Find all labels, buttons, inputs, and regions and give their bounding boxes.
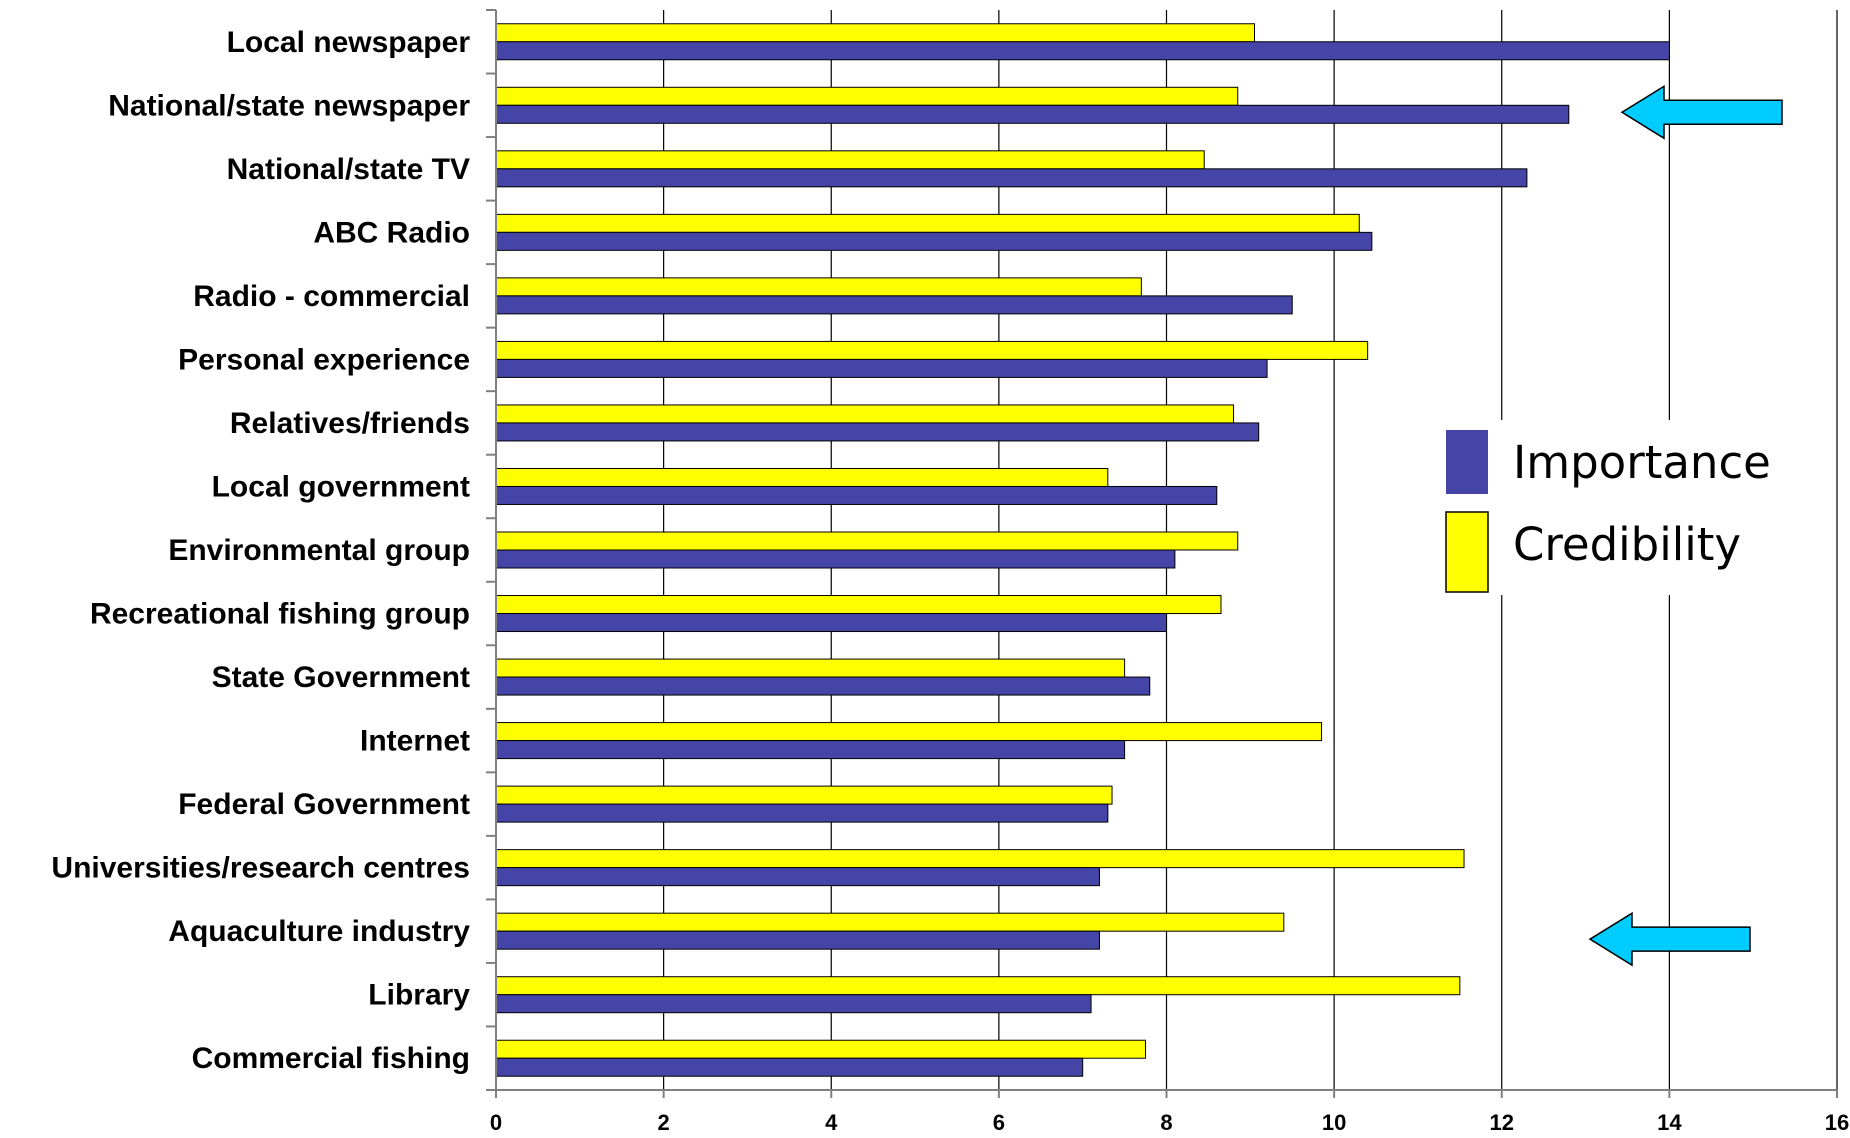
category-label-abc-radio: ABC Radio [313,216,470,249]
category-label-radio-commercial: Radio - commercial [193,280,470,313]
category-label-internet: Internet [360,725,470,758]
category-label-universities-research-centres: Universities/research centres [51,852,470,885]
bar-importance-commercial-fishing [495,1057,1084,1077]
bar-credibility-personal-experience [495,340,1369,360]
bar-credibility-library [495,976,1461,996]
bar-importance-local-newspaper [495,41,1670,61]
bar-importance-local-government [495,485,1218,505]
arrow-annotation-national-state-newspaper [1620,84,1783,140]
arrow-annotation-aquaculture-industry [1588,911,1751,967]
x-tick-label-12: 12 [1490,1110,1514,1135]
category-labels: Local newspaper National/state newspaper N… [51,26,470,1075]
bar-importance-abc-radio [495,231,1373,251]
bar-credibility-federal-government [495,785,1113,805]
category-label-national-state-tv: National/state TV [227,153,470,186]
category-label-local-government: Local government [212,470,470,503]
bar-importance-personal-experience [495,358,1268,378]
bar-importance-federal-government [495,803,1109,823]
x-tick-label-2: 2 [658,1110,670,1135]
bar-credibility-aquaculture-industry [495,912,1285,932]
category-label-local-newspaper: Local newspaper [227,26,471,59]
category-label-environmental-group: Environmental group [168,534,470,567]
bar-importance-recreational-fishing-group [495,613,1167,633]
bar-credibility-national-state-tv [495,150,1205,170]
category-label-national-state-newspaper: National/state newspaper [108,89,470,122]
x-tick-label-0: 0 [490,1110,502,1135]
bar-importance-internet [495,740,1126,760]
bar-importance-aquaculture-industry [495,930,1100,950]
category-label-federal-government: Federal Government [178,788,470,821]
bar-importance-national-state-newspaper [495,104,1570,124]
bar-credibility-state-government [495,658,1126,678]
legend-swatch-importance [1446,430,1488,494]
bar-credibility-radio-commercial [495,277,1142,297]
legend-label-credibility: Credibility [1513,518,1741,571]
bar-importance-library [495,994,1092,1014]
bar-importance-environmental-group [495,549,1176,569]
category-label-commercial-fishing: Commercial fishing [192,1042,470,1075]
bar-credibility-environmental-group [495,531,1239,551]
bar-credibility-recreational-fishing-group [495,595,1222,615]
bar-importance-relatives-friends [495,422,1260,442]
x-tick-label-14: 14 [1657,1110,1682,1135]
bar-credibility-internet [495,722,1323,742]
bar-credibility-national-state-newspaper [495,86,1239,106]
category-label-recreational-fishing-group: Recreational fishing group [90,598,470,631]
bar-importance-state-government [495,676,1151,696]
bar-credibility-local-newspaper [495,23,1256,43]
bars [495,23,1670,1077]
legend: Importance Credibility [1430,420,1771,595]
x-tick-label-8: 8 [1160,1110,1172,1135]
category-label-library: Library [368,979,470,1012]
bar-credibility-local-government [495,467,1109,487]
category-label-aquaculture-industry: Aquaculture industry [168,915,470,948]
category-label-relatives-friends: Relatives/friends [230,407,470,440]
legend-label-importance: Importance [1513,436,1771,489]
x-tick-label-16: 16 [1825,1110,1849,1135]
x-tick-labels: 0 2 4 6 8 10 12 14 16 [490,1110,1849,1135]
x-tick-label-6: 6 [993,1110,1005,1135]
x-tick-label-10: 10 [1322,1110,1346,1135]
legend-swatch-credibility [1445,511,1489,593]
bar-credibility-relatives-friends [495,404,1235,424]
bar-credibility-universities-research-centres [495,849,1465,869]
bar-credibility-commercial-fishing [495,1039,1147,1059]
category-label-state-government: State Government [212,661,470,694]
bar-importance-universities-research-centres [495,867,1100,887]
category-label-personal-experience: Personal experience [178,343,470,376]
x-tick-label-4: 4 [825,1110,838,1135]
bar-credibility-abc-radio [495,213,1360,233]
annotations [1588,84,1783,967]
bar-importance-national-state-tv [495,168,1528,188]
axes [495,10,1837,1091]
bar-importance-radio-commercial [495,295,1293,315]
